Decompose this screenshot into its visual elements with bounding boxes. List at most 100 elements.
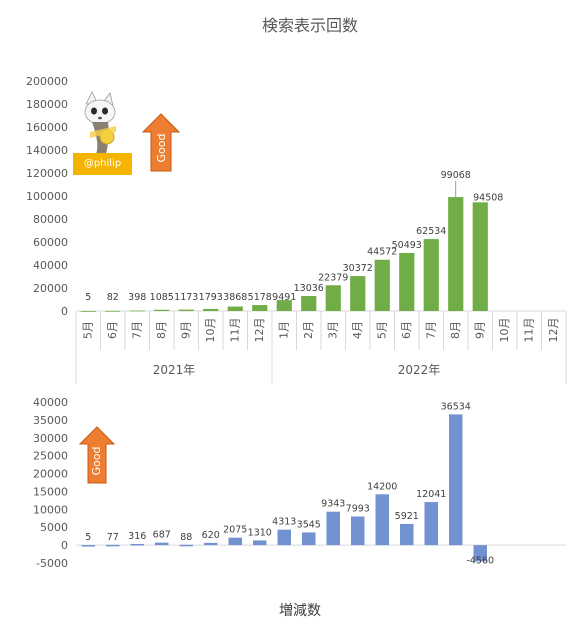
chart1-bar bbox=[178, 309, 194, 311]
chart1-bars: 5 82 398 1085 1173 1793 3868 5178 94911303622379… bbox=[76, 170, 566, 312]
chart2-data-label: 3545 bbox=[297, 519, 321, 530]
chart1-data-label: 82 bbox=[107, 292, 119, 303]
chart2-bar bbox=[228, 537, 242, 546]
chart2-data-label: 316 bbox=[128, 531, 146, 542]
chart1-category-label: 8月 bbox=[155, 321, 168, 339]
chart1-category-label: 12月 bbox=[547, 318, 560, 343]
chart2-data-label: 14200 bbox=[367, 481, 397, 492]
chart2-data-label: 620 bbox=[202, 530, 220, 541]
chart1-y-axis: 0 20000 40000 60000 80000 100000 120000 140000 1… bbox=[26, 75, 68, 318]
chart1-category-label: 8月 bbox=[449, 321, 462, 339]
chart2-y-tick: 20000 bbox=[33, 468, 68, 481]
chart2-data-label: 1310 bbox=[248, 527, 272, 538]
chart1-title: 検索表示回数 bbox=[262, 16, 358, 35]
mascot-cat-image bbox=[84, 91, 116, 154]
chart1-bar bbox=[227, 306, 243, 311]
chart1-category-label: 7月 bbox=[424, 321, 437, 339]
chart1-category-label: 5月 bbox=[375, 321, 388, 339]
chart1-y-tick: 120000 bbox=[26, 167, 68, 180]
chart1-category-label: 1月 bbox=[277, 321, 290, 339]
chart2-good-label: Good bbox=[90, 447, 103, 476]
chart1-category-label: 10月 bbox=[204, 318, 217, 343]
chart2-bar bbox=[375, 494, 389, 546]
chart2-data-label: 687 bbox=[153, 530, 171, 541]
chart1-bar bbox=[276, 300, 292, 311]
chart1-bar bbox=[448, 197, 464, 311]
chart1-category-label: 9月 bbox=[473, 321, 486, 339]
chart1-data-label: 30372 bbox=[343, 263, 373, 274]
chart1-data-label: 5 bbox=[85, 292, 91, 303]
chart2-data-label: 36534 bbox=[441, 401, 471, 412]
chart2-y-tick: 5000 bbox=[40, 521, 68, 534]
chart1-category-label: 6月 bbox=[400, 321, 413, 339]
chart1-y-tick: 40000 bbox=[33, 259, 68, 272]
chart1-bar bbox=[154, 309, 170, 311]
chart2-title: 増減数 bbox=[279, 602, 321, 619]
chart2-bar bbox=[326, 511, 340, 546]
chart1-data-label: 5178 bbox=[248, 292, 272, 303]
chart1-y-tick: 60000 bbox=[33, 236, 68, 249]
chart2-bar bbox=[277, 529, 291, 546]
chart2-y-tick: 15000 bbox=[33, 485, 68, 498]
chart1-category-label: 9月 bbox=[179, 321, 192, 339]
chart1-category-label: 3月 bbox=[326, 321, 339, 339]
chart2-data-label: -4560 bbox=[466, 555, 494, 566]
chart1-data-label: 44572 bbox=[367, 247, 397, 258]
chart1-category-label: 4月 bbox=[351, 321, 364, 339]
chart1-bar bbox=[129, 310, 145, 312]
chart1-data-label: 50493 bbox=[392, 240, 422, 251]
chart1-category-label: 10月 bbox=[498, 318, 511, 343]
chart2-y-tick: 25000 bbox=[33, 450, 68, 463]
chart1-category-label: 5月 bbox=[81, 321, 94, 339]
chart2-data-label: 77 bbox=[107, 532, 119, 543]
chart1-good-label: Good bbox=[155, 134, 168, 163]
chart2-y-axis: -5000 0 5000 10000 15000 20000 25000 30000 35000… bbox=[33, 396, 68, 570]
chart1-y-tick: 100000 bbox=[26, 190, 68, 203]
chart2-data-label: 88 bbox=[180, 532, 192, 543]
chart1-data-label: 1793 bbox=[199, 292, 223, 303]
chart2-y-tick: 10000 bbox=[33, 503, 68, 516]
chart1-data-label: 99068 bbox=[441, 170, 471, 181]
chart1-data-label: 22379 bbox=[318, 272, 348, 283]
chart1-data-label: 1173 bbox=[174, 292, 198, 303]
chart2-bar bbox=[351, 516, 365, 546]
chart1-data-label: 398 bbox=[128, 292, 146, 303]
chart2-bar bbox=[106, 544, 120, 547]
chart1-category-label: 6月 bbox=[106, 321, 119, 339]
chart1-bar bbox=[80, 310, 96, 312]
chart2-y-tick: 40000 bbox=[33, 396, 68, 409]
chart1-y-tick: 140000 bbox=[26, 144, 68, 157]
chart2-bar bbox=[473, 545, 487, 562]
chart1-data-label: 94508 bbox=[473, 192, 503, 203]
chart1-y-tick: 20000 bbox=[33, 282, 68, 295]
chart1-bar bbox=[374, 259, 390, 311]
chart1-category-label: 11月 bbox=[522, 318, 535, 343]
chart1-bar bbox=[105, 310, 121, 312]
chart2-bar bbox=[155, 542, 169, 546]
chart1-category-label: 12月 bbox=[253, 318, 266, 343]
chart2-bar bbox=[424, 502, 438, 546]
chart2-data-label: 9343 bbox=[321, 499, 345, 510]
chart2-bar bbox=[302, 532, 316, 546]
chart2-data-label: 7993 bbox=[346, 504, 370, 515]
chart2-data-label: 4313 bbox=[272, 517, 296, 528]
chart1-data-label: 62534 bbox=[416, 226, 446, 237]
chart1-bar bbox=[301, 296, 317, 311]
chart2-bar bbox=[449, 414, 463, 546]
chart1-data-label: 13036 bbox=[294, 283, 324, 294]
chart1-good-arrow: Good bbox=[141, 113, 181, 172]
chart1-category-label: 11月 bbox=[228, 318, 241, 343]
chart2-bar bbox=[179, 544, 193, 547]
chart1-group-label: 2021年 bbox=[153, 363, 196, 377]
chart1-y-tick: 80000 bbox=[33, 213, 68, 226]
chart1-bar bbox=[325, 285, 341, 311]
chart1-y-tick: 200000 bbox=[26, 75, 68, 88]
chart2-data-label: 5 bbox=[85, 532, 91, 543]
chart2-good-arrow: Good bbox=[78, 426, 116, 484]
chart2-data-label: 12041 bbox=[416, 489, 446, 500]
author-badge: @philip bbox=[73, 153, 132, 175]
chart1-bar bbox=[399, 252, 415, 311]
